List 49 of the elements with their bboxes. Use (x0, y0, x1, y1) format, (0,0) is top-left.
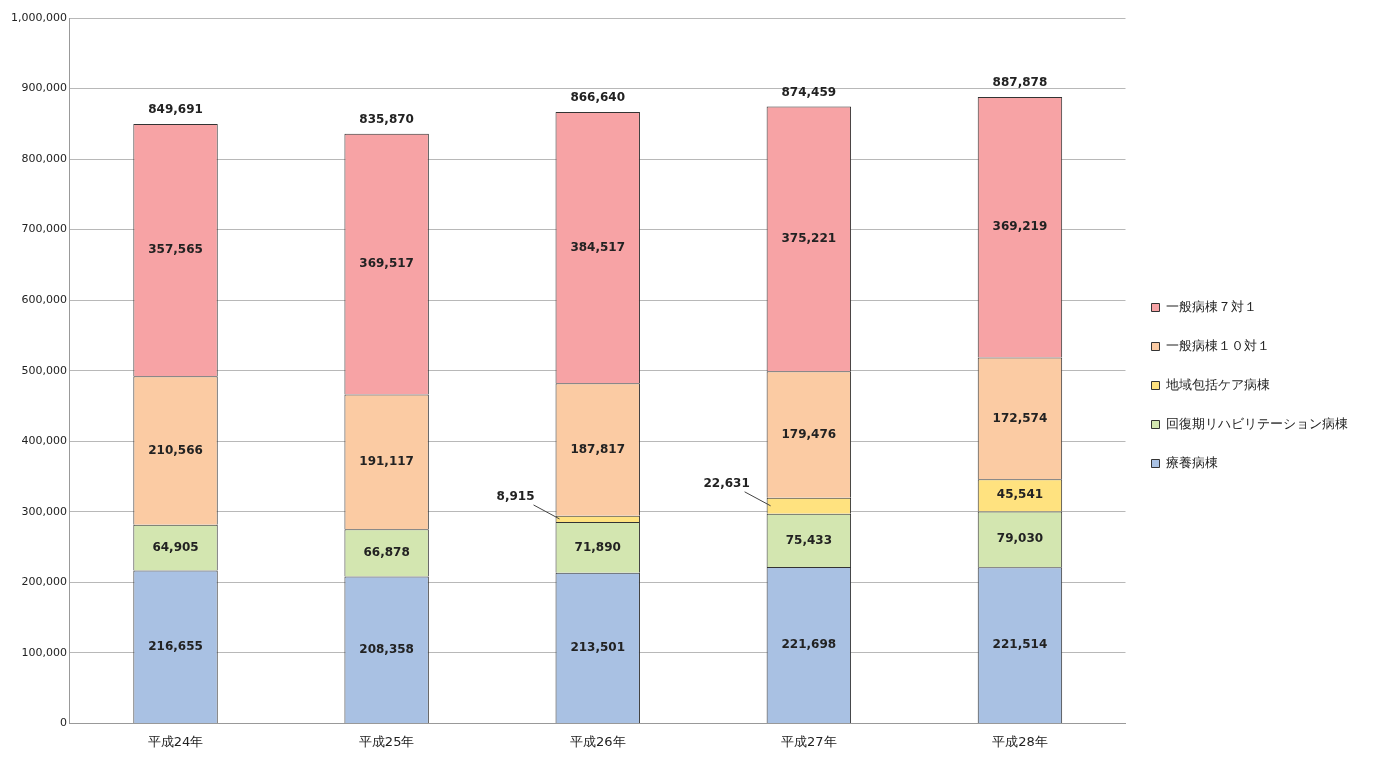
data-label: 179,476 (781, 426, 837, 441)
data-label: 210,566 (148, 442, 203, 457)
data-label: 384,517 (570, 239, 626, 254)
data-label: 191,117 (359, 453, 414, 468)
y-tick-label: 800,000 (21, 151, 67, 165)
data-label: 79,030 (996, 531, 1044, 546)
data-label: 8,915 (496, 489, 535, 504)
legend-label: 地域包括ケア病棟 (1165, 376, 1270, 392)
data-label: 221,698 (781, 637, 837, 652)
data-label: 71,890 (574, 539, 621, 554)
data-label: 208,358 (359, 641, 414, 656)
y-tick-label: 300,000 (21, 504, 67, 518)
data-label: 221,514 (992, 637, 1048, 652)
data-label: 375,221 (781, 231, 837, 246)
data-label: 66,878 (363, 544, 410, 559)
y-tick-label: 500,000 (21, 363, 67, 377)
y-tick-label: 100,000 (21, 645, 67, 659)
y-tick-label: 600,000 (21, 293, 67, 307)
legend-label: 一般病棟７対１ (1166, 298, 1257, 314)
data-label: 22,631 (703, 475, 750, 490)
y-tick-label: 400,000 (21, 434, 67, 448)
data-label: 216,655 (148, 638, 203, 653)
x-tick-label: 平成28年 (992, 733, 1048, 749)
legend-label: 療養病棟 (1166, 454, 1218, 470)
data-label: 45,541 (996, 487, 1044, 502)
y-tick-label: 0 (59, 716, 67, 730)
x-tick-label: 平成26年 (569, 733, 626, 749)
y-tick-label: 700,000 (21, 222, 67, 236)
data-label: 64,905 (152, 539, 199, 554)
total-label: 835,870 (359, 111, 414, 126)
total-label: 887,878 (992, 75, 1048, 90)
y-tick-label: 900,000 (21, 81, 67, 95)
data-label: 172,574 (992, 410, 1048, 425)
total-label: 874,459 (781, 84, 837, 99)
data-label: 357,565 (148, 242, 203, 257)
legend-label: 一般病棟１０対１ (1166, 337, 1270, 353)
x-tick-label: 平成25年 (358, 733, 415, 749)
data-label: 369,517 (359, 256, 414, 271)
legend-label: 回復期リハビリテーション病棟 (1166, 415, 1348, 431)
x-tick-label: 平成27年 (781, 733, 837, 749)
total-label: 849,691 (148, 102, 203, 117)
data-label: 187,817 (570, 441, 626, 456)
data-label: 213,501 (570, 639, 626, 654)
x-tick-label: 平成24年 (147, 733, 204, 749)
data-label: 75,433 (785, 532, 832, 547)
total-label: 866,640 (570, 90, 626, 105)
y-tick-label: 200,000 (21, 575, 67, 589)
y-tick-label: 1,000,000 (11, 10, 67, 24)
data-label: 369,219 (992, 219, 1048, 234)
